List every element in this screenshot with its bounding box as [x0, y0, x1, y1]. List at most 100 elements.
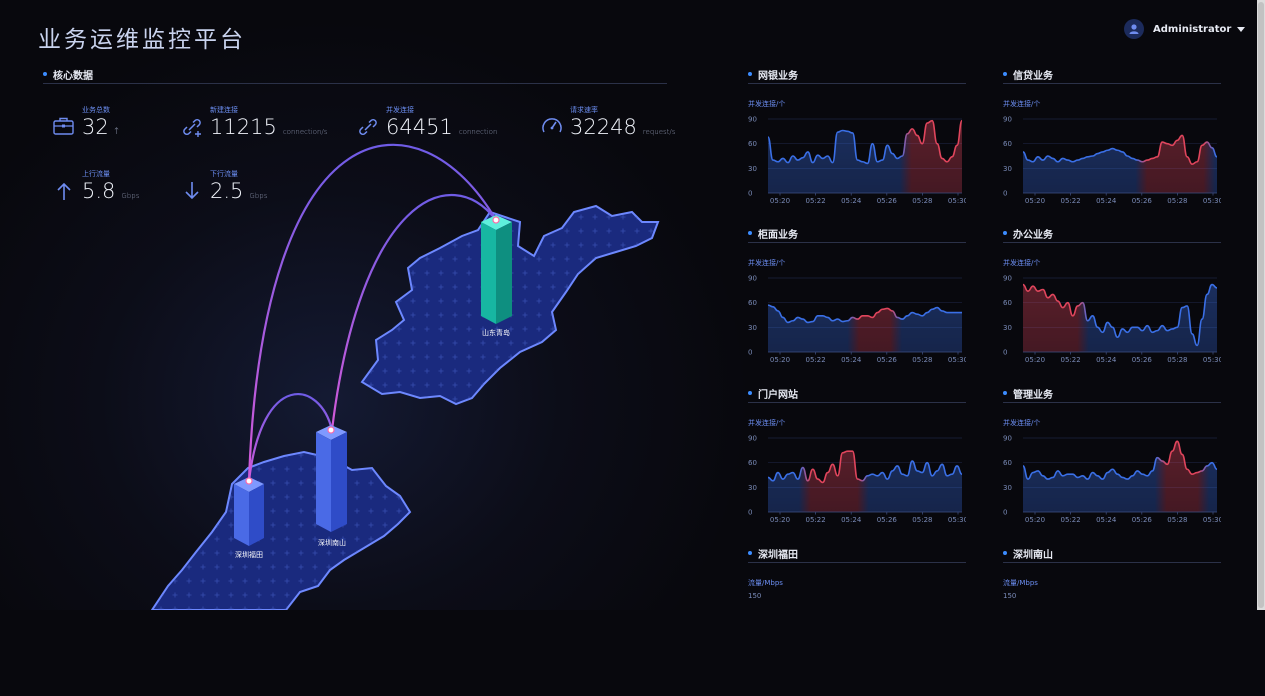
section-dot: [1003, 72, 1007, 76]
area-chart: 0 30 60 90 05:20 05:22 05:24 05:26 05:28 05:30: [1003, 435, 1221, 525]
x-tick-label: 05:20: [1025, 516, 1045, 524]
map-region-guangdong: [150, 450, 412, 610]
x-tick-label: 05:24: [1096, 516, 1117, 524]
chart-panel: 网银业务 并发连接/个 0 30 60 90 05:20 05:22 05:24 05:26 05:…: [748, 67, 966, 217]
y-axis-unit: 流量/Mbps: [748, 579, 783, 587]
x-tick-label: 05:22: [806, 516, 826, 524]
y-tick-label: 150: [1003, 592, 1016, 600]
chevron-down-icon[interactable]: [1237, 26, 1246, 32]
x-tick-label: 05:30: [948, 356, 966, 364]
y-tick-label: 0: [1003, 190, 1007, 198]
x-tick-label: 05:24: [1096, 197, 1117, 205]
metric-label: 下行流量: [210, 170, 238, 178]
metric-label: 请求速率: [570, 106, 598, 114]
y-tick-label: 90: [748, 116, 757, 124]
map-visualization: 山东青岛 深圳福田 深圳南山: [150, 143, 660, 610]
series-area: [1023, 284, 1217, 352]
section-dot: [748, 391, 752, 395]
x-tick-label: 05:26: [877, 516, 898, 524]
metric-value: 11215 connection/s: [210, 115, 328, 139]
y-tick-label: 30: [748, 324, 757, 332]
x-tick-label: 05:20: [770, 197, 790, 205]
x-tick-label: 05:28: [912, 356, 932, 364]
y-tick-label: 60: [1003, 299, 1012, 307]
series-line: [767, 450, 963, 484]
y-axis-unit: 并发连接/个: [748, 419, 786, 427]
x-tick-label: 05:30: [948, 516, 966, 524]
chart-header: 深圳南山: [1003, 546, 1221, 563]
area-chart: 150: [1003, 592, 1016, 600]
location-tower-nanshan[interactable]: [316, 425, 347, 532]
location-tower-qingdao[interactable]: [481, 215, 512, 324]
chart-title: 深圳福田: [758, 550, 798, 561]
y-tick-label: 60: [1003, 140, 1012, 148]
location-label-futian: 深圳福田: [235, 550, 263, 559]
y-tick-label: 30: [1003, 484, 1012, 492]
chart-panel: 管理业务 并发连接/个 0 30 60 90 05:20 05:22 05:24 05:26 05:…: [1003, 386, 1221, 536]
y-tick-label: 90: [1003, 435, 1012, 443]
x-tick-label: 05:20: [1025, 197, 1045, 205]
section-dot: [43, 72, 47, 76]
x-tick-label: 05:28: [912, 197, 932, 205]
x-tick-label: 05:28: [1167, 197, 1187, 205]
page-title: 业务运维监控平台: [38, 27, 246, 53]
x-tick-label: 05:26: [1132, 197, 1153, 205]
chart-header: 管理业务: [1003, 386, 1221, 403]
y-tick-label: 30: [748, 165, 757, 173]
x-tick-label: 05:30: [1203, 356, 1221, 364]
x-tick-label: 05:30: [1203, 516, 1221, 524]
metric-label: 上行流量: [82, 170, 110, 178]
connection-arc: [247, 393, 334, 482]
metric-label: 并发连接: [386, 106, 414, 114]
y-axis-unit: 流量/Mbps: [1003, 579, 1038, 587]
chart-panel: 门户网站 并发连接/个 0 30 60 90 05:20 05:22 05:24 05:26 05:…: [748, 386, 966, 536]
metric-value: 2.5 Gbps: [210, 179, 268, 203]
series-area: [768, 120, 962, 193]
area-chart: 0 30 60 90 05:20 05:22 05:24 05:26 05:28 05:30: [1003, 275, 1221, 365]
x-tick-label: 05:20: [1025, 356, 1045, 364]
section-dot: [1003, 551, 1007, 555]
x-tick-label: 05:24: [841, 516, 862, 524]
area-chart: 0 30 60 90 05:20 05:22 05:24 05:26 05:28 05:30: [748, 116, 966, 206]
y-axis-unit: 并发连接/个: [748, 259, 786, 267]
chart-header: 办公业务: [1003, 226, 1221, 243]
y-tick-label: 0: [748, 190, 752, 198]
y-tick-label: 90: [1003, 116, 1012, 124]
user-icon: [1124, 19, 1144, 39]
y-tick-label: 30: [748, 484, 757, 492]
gauge-icon: [542, 118, 562, 133]
x-tick-label: 05:24: [1096, 356, 1117, 364]
area-chart: 0 30 60 90 05:20 05:22 05:24 05:26 05:28 05:30: [748, 275, 966, 365]
chart-panel: 柜面业务 并发连接/个 0 30 60 90 05:20 05:22 05:24 05:26 05:…: [748, 226, 966, 376]
metric-value: 32248 request/s: [570, 115, 676, 139]
connection-arc: [247, 143, 497, 482]
y-axis-unit: 并发连接/个: [748, 100, 786, 108]
y-tick-label: 60: [748, 299, 757, 307]
chart-title: 办公业务: [1013, 230, 1053, 241]
scrollbar-thumb[interactable]: [1258, 2, 1264, 608]
series-area: [768, 305, 962, 352]
briefcase-icon: [53, 117, 74, 135]
x-tick-label: 05:22: [1061, 197, 1081, 205]
username: Administrator: [1153, 23, 1232, 35]
user-menu[interactable]: Administrator: [1124, 19, 1246, 39]
chart-title: 信贷业务: [1013, 71, 1053, 82]
series-line: [767, 119, 963, 165]
series-area: [1023, 135, 1217, 193]
area-chart: 150: [748, 592, 761, 600]
y-tick-label: 60: [748, 459, 757, 467]
y-tick-label: 0: [748, 509, 752, 517]
series-line: [1022, 440, 1218, 480]
y-tick-label: 90: [748, 435, 757, 443]
x-tick-label: 05:30: [1203, 197, 1221, 205]
x-tick-label: 05:28: [912, 516, 932, 524]
x-tick-label: 05:20: [770, 356, 790, 364]
x-tick-label: 05:24: [841, 197, 862, 205]
x-tick-label: 05:26: [1132, 516, 1153, 524]
vertical-scrollbar[interactable]: [1257, 0, 1265, 610]
y-axis-unit: 并发连接/个: [1003, 100, 1041, 108]
x-tick-label: 05:20: [770, 516, 790, 524]
location-tower-futian[interactable]: [234, 477, 264, 546]
area-chart: 0 30 60 90 05:20 05:22 05:24 05:26 05:28 05:30: [748, 435, 966, 525]
link-icon: [359, 118, 377, 136]
